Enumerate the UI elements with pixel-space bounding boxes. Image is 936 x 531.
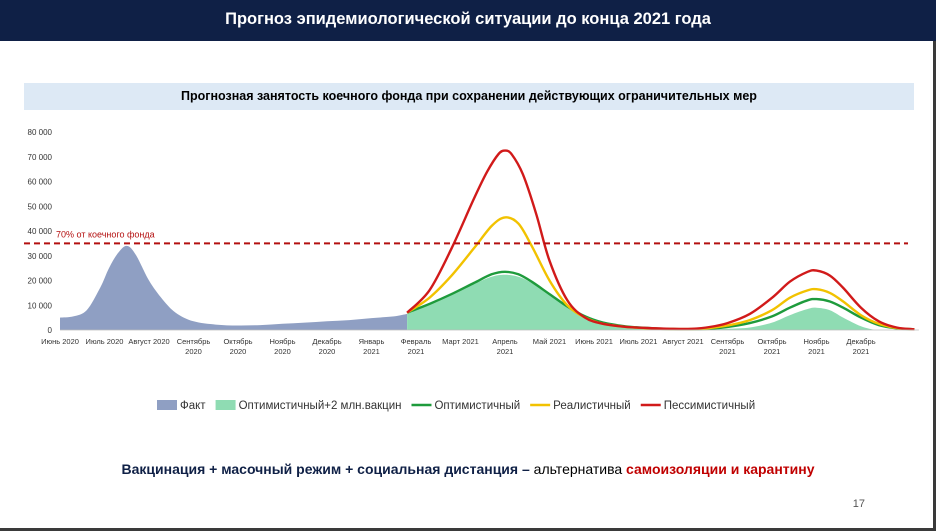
legend-swatch — [157, 400, 177, 410]
x-tick-label: Сентябрь 2020 — [177, 337, 211, 356]
legend-item-пессимистичный: Пессимистичный — [640, 400, 755, 412]
chart-title: Прогнозная занятость коечного фонда при … — [181, 89, 757, 103]
y-tick-label: 0 — [48, 326, 53, 335]
x-tick-label: Ноябрь 2020 — [269, 337, 295, 356]
x-tick-label: Январь 2021 — [359, 337, 385, 356]
x-tick-label: Июль 2020 — [86, 337, 124, 346]
y-tick-label: 80 000 — [28, 128, 53, 137]
x-tick-label: Июль 2021 — [620, 337, 658, 346]
legend-item-оптимистичный: Оптимистичный — [411, 400, 520, 412]
y-tick-label: 60 000 — [28, 178, 53, 187]
bottom-message-dash: – — [518, 461, 534, 477]
legend-item-оптимистичный-2-млн-вакцин: Оптимистичный+2 млн.вакцин — [215, 400, 402, 412]
header-bar: Прогноз эпидемиологической ситуации до к… — [0, 0, 936, 41]
legend-label: Реалистичный — [553, 400, 631, 412]
threshold-label: 70% от коечного фонда — [56, 229, 155, 239]
slide-border-right — [933, 41, 936, 531]
bed-occupancy-chart: 0 10 000 20 000 30 000 40 000 50 000 60 000 70 … — [24, 128, 919, 412]
legend: Факт Оптимистичный+2 млн.вакцин Оптимистич… — [157, 400, 755, 412]
bottom-message-part2: альтернатива — [533, 461, 627, 477]
x-tick-label: Июнь 2020 — [41, 337, 79, 346]
x-tick-label: Октябрь 2021 — [757, 337, 786, 356]
legend-label: Оптимистичный+2 млн.вакцин — [239, 400, 402, 412]
slide-border-bottom — [0, 528, 936, 531]
x-tick-label: Сентябрь 2021 — [711, 337, 745, 356]
legend-label: Пессимистичный — [664, 400, 755, 412]
y-axis: 0 10 000 20 000 30 000 40 000 50 000 60 000 70 … — [28, 128, 53, 335]
series-оптимистичный-2-млн-вакцин — [407, 274, 875, 330]
y-tick-label: 40 000 — [28, 227, 53, 236]
bottom-message-part3: самоизоляции и карантину — [626, 461, 815, 477]
legend-item-реалистичный: Реалистичный — [530, 400, 631, 412]
y-tick-label: 10 000 — [28, 301, 53, 310]
page-number: 17 — [852, 498, 865, 510]
x-tick-label: Июнь 2021 — [575, 337, 613, 346]
x-tick-label: Май 2021 — [533, 337, 566, 346]
series-факт — [60, 245, 408, 330]
x-tick-label: Ноябрь 2021 — [803, 337, 829, 356]
x-tick-label: Декабрь 2021 — [846, 337, 875, 356]
x-tick-label: Октябрь 2020 — [223, 337, 252, 356]
x-tick-label: Декабрь 2020 — [312, 337, 341, 356]
legend-swatch — [215, 400, 236, 410]
legend-label: Факт — [180, 400, 206, 412]
x-tick-label: Август 2021 — [662, 337, 703, 346]
series-пессимистичный — [406, 149, 915, 331]
page-title: Прогноз эпидемиологической ситуации до к… — [225, 10, 711, 28]
plot-area — [60, 149, 919, 331]
bottom-message: Вакцинация + масочный режим + социальная… — [0, 461, 936, 477]
chart-title-band: Прогнозная занятость коечного фонда при … — [24, 83, 914, 110]
x-tick-label: Апрель 2021 — [492, 337, 518, 356]
threshold-group: 70% от коечного фонда — [24, 229, 908, 245]
y-tick-label: 20 000 — [28, 277, 53, 286]
y-tick-label: 70 000 — [28, 153, 53, 162]
x-tick-label: Август 2020 — [128, 337, 169, 346]
x-tick-label: Март 2021 — [442, 337, 479, 346]
x-tick-label: Февраль 2021 — [401, 337, 432, 356]
y-tick-label: 30 000 — [28, 252, 53, 261]
legend-label: Оптимистичный — [434, 400, 520, 412]
bottom-message-part1: Вакцинация + масочный режим + социальная… — [121, 461, 519, 477]
x-axis: Июнь 2020 Июль 2020 Август 2020 Сентябрь 202… — [41, 337, 876, 356]
y-tick-label: 50 000 — [28, 202, 53, 211]
legend-item-факт: Факт — [157, 400, 206, 412]
